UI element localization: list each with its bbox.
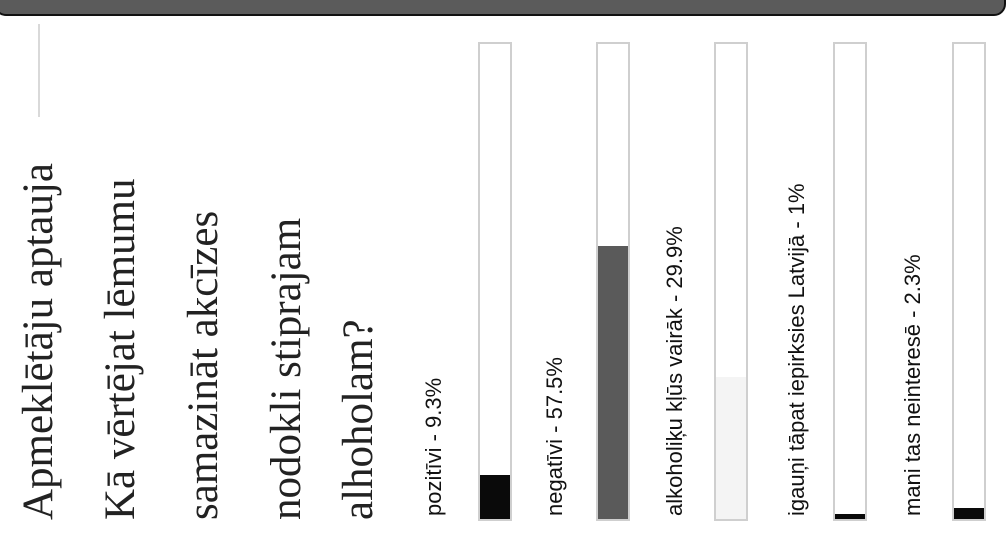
bar-label-5: mani tas neinteresē - 2.3% <box>900 254 925 516</box>
bar-label-2: negatīvi - 57.5% <box>542 357 567 516</box>
bar-label-4: igauņi tāpat iepirksies Latvijā - 1% <box>784 183 809 516</box>
bar-3 <box>716 377 746 519</box>
bar-track-2 <box>596 42 630 521</box>
bar-track-4 <box>833 42 867 521</box>
bar-1 <box>480 475 510 519</box>
question-line-4: alhoholam? <box>335 319 382 520</box>
bar-track-1 <box>478 42 512 521</box>
bar-2 <box>598 246 628 519</box>
question-line-1: Kā vērtējat lēmumu <box>97 178 144 520</box>
bar-label-3: alkoholiķu kļūs vairāk - 29.9% <box>662 226 687 516</box>
question-line-3: nodokli stiprajam <box>263 217 310 520</box>
bar-4 <box>835 514 865 519</box>
bar-5 <box>954 508 984 519</box>
bar-track-3 <box>714 42 748 521</box>
top-bar <box>0 0 1006 16</box>
poll-title: Apmeklētāju aptauja <box>15 163 62 520</box>
bar-track-5 <box>952 42 986 521</box>
bar-label-1: pozitīvi - 9.3% <box>421 377 446 516</box>
question-line-2: samazināt akcīzes <box>180 210 227 520</box>
title-divider <box>38 24 40 117</box>
